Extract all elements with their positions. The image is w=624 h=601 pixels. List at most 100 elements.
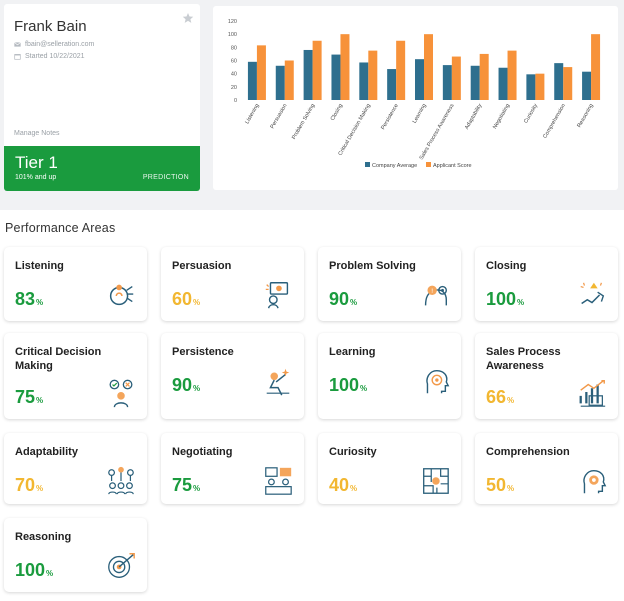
x-tick-label: Listening: [244, 103, 260, 125]
company-average-bar[interactable]: [415, 59, 424, 100]
performance-card-persistence[interactable]: Persistence 90%: [161, 333, 304, 419]
applicant-score-bar[interactable]: [591, 34, 601, 100]
legend-label: Applicant Score: [433, 163, 472, 169]
applicant-score-bar[interactable]: [563, 67, 573, 100]
performance-card-adaptability[interactable]: Adaptability 70%: [4, 433, 147, 504]
score-value: 75: [172, 475, 193, 495]
score-value: 90: [329, 289, 350, 309]
score-value: 100: [486, 289, 517, 309]
email-text: fbain@selleration.com: [25, 41, 95, 48]
listening-icon: [109, 284, 134, 306]
score-value: 40: [329, 475, 350, 495]
performance-score: 66%: [486, 387, 514, 408]
performance-score: 90%: [329, 289, 357, 310]
reasoning-icon: [108, 553, 135, 578]
performance-score: 60%: [172, 289, 200, 310]
x-tick-label: Critical Decision Making: [337, 103, 372, 157]
performance-card-sales-process-awareness[interactable]: Sales Process Awareness 66%: [475, 333, 618, 419]
applicant-score-bar[interactable]: [284, 60, 294, 101]
applicant-score-bar[interactable]: [451, 56, 461, 100]
manage-notes-link[interactable]: Manage Notes: [14, 130, 60, 137]
curiosity-icon: [423, 468, 449, 494]
x-tick-label: Adaptability: [464, 103, 484, 131]
company-average-bar[interactable]: [359, 62, 369, 100]
y-tick-label: 120: [228, 19, 237, 25]
company-average-bar[interactable]: [331, 54, 341, 100]
problem-solving-icon: !: [424, 285, 447, 306]
profile-card: Frank Bain fbain@selleration.com Started…: [4, 4, 200, 191]
company-average-bar[interactable]: [554, 63, 564, 100]
tier-banner: Tier 1 101% and up PREDICTION: [4, 146, 200, 191]
performance-score: 100%: [486, 289, 524, 310]
score-value: 100: [329, 375, 360, 395]
company-average-bar[interactable]: [470, 65, 480, 100]
performance-area-name: Persuasion: [172, 260, 232, 272]
svg-text:!: !: [431, 288, 433, 295]
percent-sign: %: [46, 569, 54, 578]
legend-swatch: [365, 162, 370, 167]
calendar-icon: [14, 54, 21, 60]
performance-card-reasoning[interactable]: Reasoning 100%: [4, 518, 147, 592]
company-average-bar[interactable]: [275, 65, 285, 100]
company-average-bar[interactable]: [498, 67, 508, 100]
performance-card-negotiating[interactable]: Negotiating 75%: [161, 433, 304, 504]
percent-sign: %: [507, 484, 515, 493]
applicant-score-bar[interactable]: [312, 40, 322, 100]
company-average-bar[interactable]: [526, 74, 536, 100]
x-tick-label: Problem Solving: [291, 103, 316, 141]
applicant-score-bar[interactable]: [424, 34, 433, 100]
prediction-label: PREDICTION: [142, 174, 189, 181]
performance-area-name: Comprehension: [486, 446, 570, 458]
applicant-score-bar[interactable]: [535, 73, 545, 100]
percent-sign: %: [193, 384, 201, 393]
email-row: fbain@selleration.com: [14, 41, 94, 48]
y-tick-label: 80: [231, 45, 237, 51]
company-average-bar[interactable]: [442, 65, 452, 100]
performance-area-name: Closing: [486, 260, 527, 272]
x-tick-label: Persistence: [380, 103, 400, 131]
tier-range: 101% and up: [15, 174, 57, 181]
company-average-bar[interactable]: [247, 61, 257, 100]
company-average-bar[interactable]: [387, 69, 397, 100]
performance-score: 75%: [15, 387, 43, 408]
favorite-star-icon[interactable]: [182, 12, 194, 24]
y-tick-label: 0: [234, 98, 237, 104]
applicant-score-bar[interactable]: [396, 40, 406, 100]
score-value: 83: [15, 289, 36, 309]
company-average-bar[interactable]: [303, 49, 313, 100]
applicant-score-bar[interactable]: [340, 34, 350, 100]
performance-card-comprehension[interactable]: Comprehension 50%: [475, 433, 618, 504]
performance-score: 70%: [15, 475, 43, 496]
performance-card-critical-decision-making[interactable]: Critical Decision Making 75%: [4, 333, 147, 419]
critical-decision-icon: [109, 379, 133, 408]
applicant-score-bar[interactable]: [256, 45, 266, 100]
performance-area-name: Listening: [15, 260, 64, 272]
sales-process-icon: [579, 380, 606, 407]
x-tick-label: Negotiating: [492, 103, 511, 130]
performance-score: 75%: [172, 475, 200, 496]
applicant-score-bar[interactable]: [479, 53, 489, 100]
score-value: 60: [172, 289, 193, 309]
chart-legend: Company Average Applicant Score: [365, 162, 472, 169]
score-value: 66: [486, 387, 507, 407]
performance-score: 100%: [329, 375, 367, 396]
performance-card-problem-solving[interactable]: Problem Solving 90%!: [318, 247, 461, 321]
company-average-bar[interactable]: [582, 71, 592, 100]
y-tick-label: 60: [231, 59, 237, 65]
persistence-icon: [266, 368, 290, 396]
performance-card-closing[interactable]: Closing 100%: [475, 247, 618, 321]
applicant-score-bar[interactable]: [507, 50, 517, 100]
performance-card-persuasion[interactable]: Persuasion 60%: [161, 247, 304, 321]
x-tick-label: Learning: [412, 103, 428, 125]
x-tick-label: Persuasion: [270, 103, 289, 130]
performance-card-curiosity[interactable]: Curiosity 40%: [318, 433, 461, 504]
performance-score: 90%: [172, 375, 200, 396]
comprehension-icon: [583, 469, 607, 494]
performance-area-name: Curiosity: [329, 446, 377, 458]
applicant-score-bar[interactable]: [368, 50, 378, 100]
learning-icon: [426, 369, 450, 394]
performance-card-learning[interactable]: Learning 100%: [318, 333, 461, 419]
performance-areas-grid: Listening 83% Persuasion 60% Problem Solving…: [4, 247, 620, 597]
persuasion-icon: [265, 282, 289, 309]
performance-card-listening[interactable]: Listening 83%: [4, 247, 147, 321]
